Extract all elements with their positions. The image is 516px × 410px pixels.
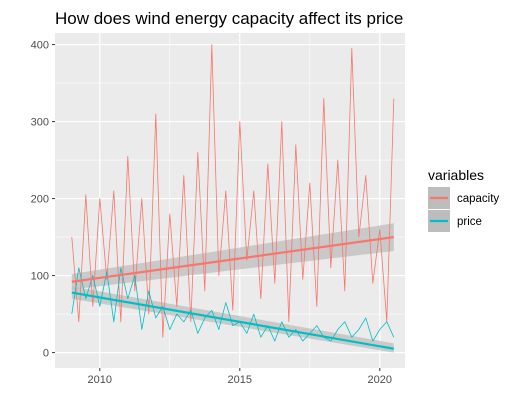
price-series-line [71,267,395,342]
minor-gridlines [55,33,405,368]
trend-lines [71,235,394,350]
chart-title: How does wind energy capacity affect its… [55,9,403,28]
legend: variables capacity price [428,167,499,232]
x-tick-label: 2020 [368,374,392,386]
legend-label-capacity: capacity [457,193,499,205]
x-tick-label: 2015 [228,374,252,386]
x-tick-label: 2010 [88,374,112,386]
y-tick-label: 0 [43,348,49,360]
capacity-series-line [71,44,395,338]
y-axis: 0 100 200 300 400 [31,40,55,360]
legend-title: variables [428,167,484,183]
y-tick-label: 200 [31,194,49,206]
x-axis: 2010 2015 2020 [88,368,392,386]
y-tick-label: 300 [31,117,49,129]
price-trend-line [71,291,394,350]
legend-label-price: price [457,216,482,228]
y-tick-label: 400 [31,40,49,52]
capacity-trend-line [71,235,394,283]
series-lines [71,44,395,342]
y-tick-label: 100 [31,271,49,283]
